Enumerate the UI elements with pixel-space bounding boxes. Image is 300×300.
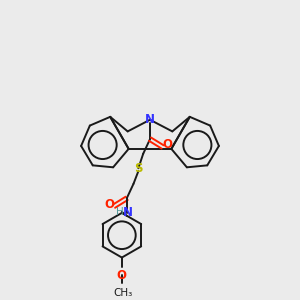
Text: O: O xyxy=(117,269,127,282)
Text: S: S xyxy=(134,162,142,175)
Text: N: N xyxy=(145,113,155,126)
Text: CH₃: CH₃ xyxy=(113,288,133,298)
Text: N: N xyxy=(123,206,133,219)
Text: O: O xyxy=(104,198,114,211)
Text: H: H xyxy=(116,207,124,217)
Text: O: O xyxy=(163,139,172,152)
